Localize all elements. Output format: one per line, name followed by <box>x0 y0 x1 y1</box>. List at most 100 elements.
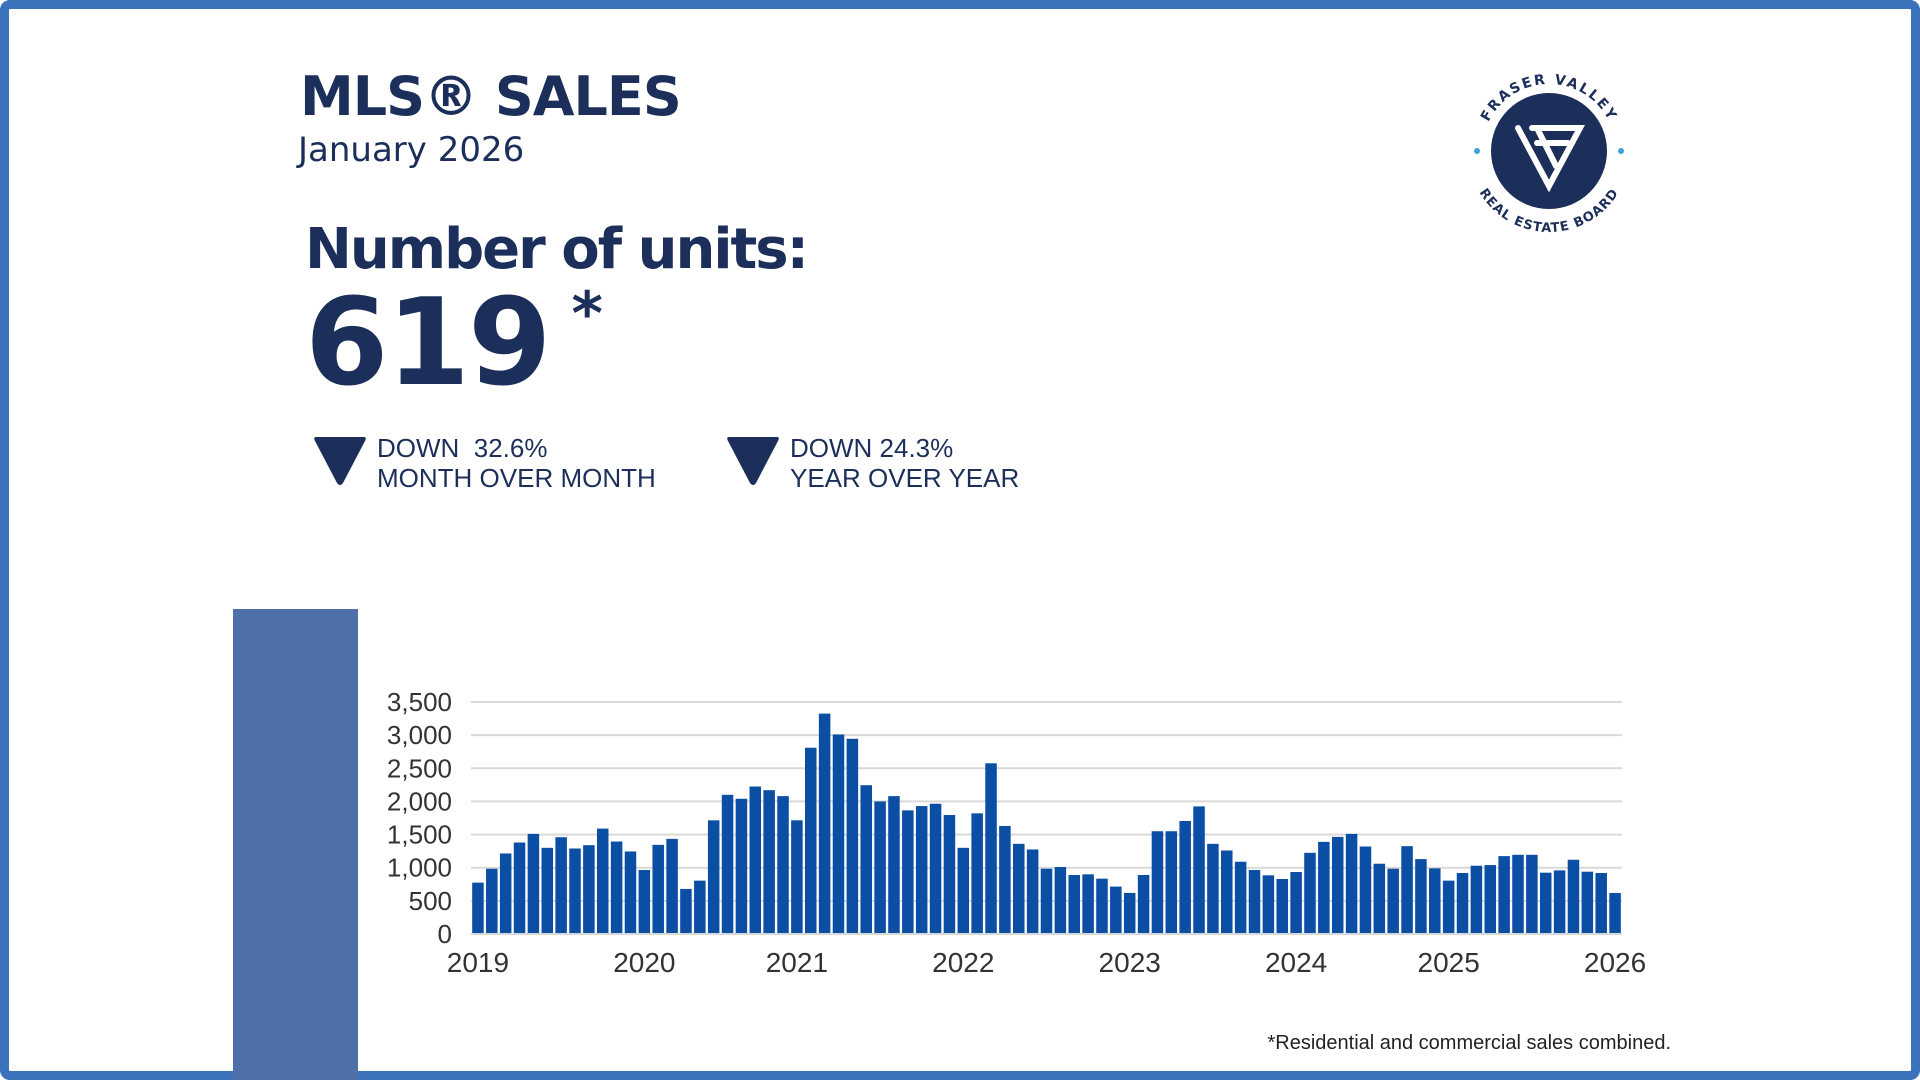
yoy-change-label: YEAR OVER YEAR <box>790 463 1020 493</box>
bar <box>1068 875 1080 934</box>
bar <box>527 833 540 934</box>
bar <box>735 798 748 934</box>
mom-change-value: DOWN 32.6% <box>377 433 548 463</box>
month-over-month-change: DOWN 32.6% MONTH OVER MONTH <box>312 433 656 493</box>
bar <box>999 825 1011 934</box>
y-tick-label: 2,500 <box>387 753 452 783</box>
bar <box>1096 878 1108 934</box>
x-tick-label: 2022 <box>932 947 994 978</box>
bar <box>1193 806 1205 934</box>
year-over-year-change: DOWN 24.3% YEAR OVER YEAR <box>725 433 1019 493</box>
bar <box>1304 852 1316 934</box>
bar <box>888 796 900 934</box>
bar <box>1262 875 1275 934</box>
bar <box>1013 843 1025 934</box>
bar <box>569 848 581 934</box>
bar <box>1512 854 1524 934</box>
bar <box>1553 870 1566 934</box>
x-tick-label: 2026 <box>1584 947 1646 978</box>
bar <box>763 790 775 934</box>
units-value: 619 <box>305 274 551 413</box>
units-label: Number of units: <box>305 217 809 282</box>
bar <box>902 810 914 934</box>
bar <box>1609 892 1621 934</box>
bar <box>1498 856 1510 934</box>
bar <box>513 842 526 934</box>
y-tick-label: 2,000 <box>387 786 452 816</box>
bar <box>610 841 623 934</box>
page-title: MLS® SALES <box>300 65 682 128</box>
bar <box>1318 841 1330 934</box>
period-subtitle: January 2026 <box>298 130 525 170</box>
bar <box>1429 868 1441 934</box>
y-tick-label: 1,000 <box>387 853 452 883</box>
bar <box>486 868 498 934</box>
bar <box>1401 846 1413 934</box>
y-tick-label: 3,000 <box>387 720 452 750</box>
bar <box>1234 861 1247 934</box>
x-tick-label: 2023 <box>1099 947 1161 978</box>
bar <box>777 796 789 934</box>
bar <box>1387 868 1399 934</box>
bar <box>1581 871 1594 934</box>
bar <box>1110 886 1122 934</box>
bar <box>846 738 859 934</box>
y-tick-label: 0 <box>438 919 452 949</box>
bar <box>749 786 762 934</box>
bar <box>818 713 831 934</box>
bar <box>1526 854 1538 934</box>
yoy-change-value: DOWN 24.3% <box>790 433 954 463</box>
x-tick-label: 2019 <box>447 947 509 978</box>
bar <box>1123 892 1136 934</box>
bar <box>1082 874 1094 934</box>
y-tick-label: 1,500 <box>387 820 452 850</box>
bar <box>1221 850 1233 934</box>
bar <box>472 882 484 934</box>
bar <box>971 813 983 934</box>
mom-change-label: MONTH OVER MONTH <box>377 463 656 493</box>
bar <box>583 845 595 934</box>
bar <box>1248 870 1261 934</box>
bar <box>1207 843 1219 934</box>
x-tick-label: 2020 <box>613 947 675 978</box>
bar <box>1415 859 1427 934</box>
footnote: *Residential and commercial sales combin… <box>1267 1032 1671 1054</box>
units-row: 619 * <box>305 284 603 404</box>
bar <box>1054 867 1067 934</box>
bar <box>721 794 734 934</box>
bar <box>874 801 886 934</box>
x-tick-label: 2025 <box>1418 947 1480 978</box>
bar <box>1539 872 1552 934</box>
bar <box>1484 865 1497 934</box>
bar <box>804 747 817 934</box>
bar <box>929 803 942 934</box>
bar <box>1040 868 1053 934</box>
bar <box>541 847 554 934</box>
down-triangle-icon <box>727 437 779 485</box>
bar <box>832 734 845 934</box>
bar <box>652 844 664 934</box>
bar <box>985 763 997 934</box>
bar <box>860 785 872 934</box>
bar <box>791 820 803 934</box>
bar <box>1442 880 1455 934</box>
bar <box>1165 831 1178 934</box>
footnote-marker: * <box>571 279 603 349</box>
bar <box>555 837 567 934</box>
x-tick-label: 2021 <box>766 947 828 978</box>
bar <box>1373 863 1386 934</box>
bar <box>596 828 609 934</box>
bar <box>638 870 651 934</box>
bar <box>624 851 637 934</box>
bar <box>1595 873 1607 934</box>
bar <box>1456 873 1469 934</box>
bar <box>1567 859 1580 934</box>
bar <box>1345 833 1358 934</box>
bar <box>680 888 692 934</box>
bar <box>1179 820 1191 934</box>
bar <box>1151 831 1164 934</box>
bar <box>707 820 720 934</box>
bar <box>1276 878 1289 934</box>
bar <box>499 853 512 934</box>
